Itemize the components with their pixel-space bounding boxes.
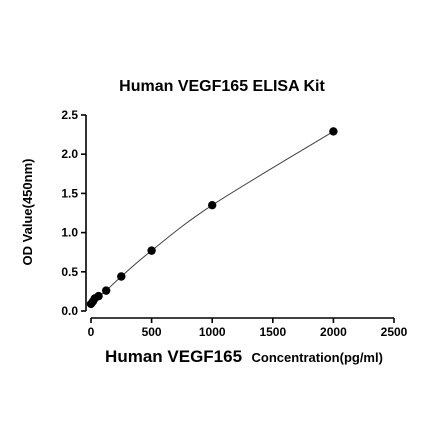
x-tick-label: 500: [142, 325, 162, 339]
y-axis-label: OD Value(450nm): [20, 159, 35, 266]
y-ticks: 0.0 0.5 1.0 1.5 2.0 2.5: [61, 108, 86, 318]
data-point: [208, 200, 217, 210]
data-point: [101, 286, 111, 295]
data-point: [94, 291, 103, 301]
x-tick-label: 2500: [381, 325, 408, 339]
y-tick-label: 1.0: [61, 226, 78, 240]
chart-title: Human VEGF165 ELISA Kit: [119, 78, 325, 95]
y-tick-label: 2.0: [61, 147, 78, 161]
data-point: [147, 246, 156, 255]
y-tick-label: 1.5: [61, 186, 78, 200]
data-point: [329, 127, 338, 136]
x-tick-label: 0: [88, 325, 95, 339]
data-points: [86, 127, 338, 309]
x-axis-label: Human VEGF165 Concentration(pg/ml): [105, 347, 383, 366]
y-tick-label: 0.5: [61, 265, 78, 279]
x-axis-label-main: Human VEGF165: [105, 347, 242, 366]
x-axis-label-unit: Concentration(pg/ml): [252, 350, 383, 365]
y-tick-label: 0.0: [61, 304, 78, 318]
axes: [85, 115, 394, 319]
y-tick-label: 2.5: [61, 108, 78, 122]
x-tick-label: 1000: [199, 325, 226, 339]
data-point: [117, 272, 126, 281]
x-tick-label: 1500: [259, 325, 286, 339]
x-tick-label: 2000: [320, 325, 347, 339]
x-ticks: 0 500 1000 1500 2000 2500: [88, 318, 408, 339]
fit-curve: [90, 131, 334, 305]
